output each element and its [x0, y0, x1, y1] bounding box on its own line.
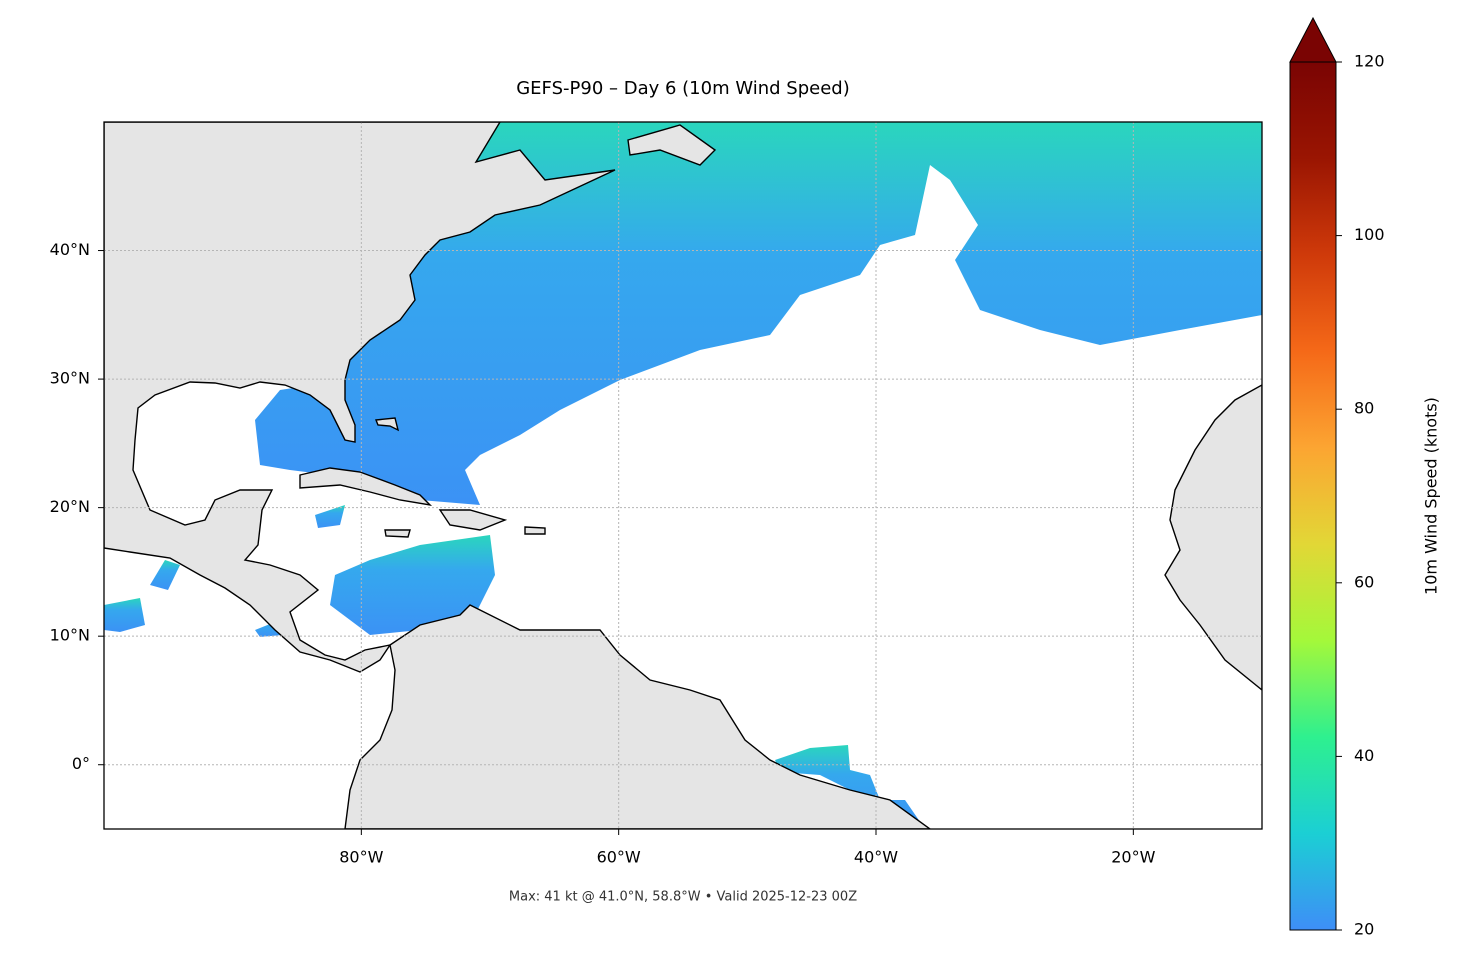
grid-lines	[104, 122, 1262, 829]
y-tick-label: 20°N	[50, 497, 90, 516]
y-tick-label: 10°N	[50, 626, 90, 645]
colorbar-extend	[1289, 16, 1337, 63]
chart-title: GEFS-P90 – Day 6 (10m Wind Speed)	[516, 78, 850, 99]
colorbar-tick-label: 100	[1354, 225, 1385, 244]
colorbar-tick-label: 120	[1354, 52, 1385, 71]
colorbar-tick-label: 40	[1354, 746, 1374, 765]
map-frame	[103, 121, 1263, 830]
footnote: Max: 41 kt @ 41.0°N, 58.8°W • Valid 2025…	[509, 890, 857, 905]
x-tick-label: 60°W	[597, 848, 641, 867]
x-tick-label: 20°W	[1111, 848, 1155, 867]
land	[104, 122, 1262, 829]
colorbar-label: 10m Wind Speed (knots)	[1422, 397, 1441, 595]
colorbar	[1289, 61, 1337, 931]
colorbar-tick-label: 60	[1354, 572, 1374, 591]
x-tick-label: 40°W	[854, 848, 898, 867]
x-tick-label: 80°W	[339, 848, 383, 867]
map-layers	[104, 122, 1262, 829]
colorbar-tick-label: 20	[1354, 920, 1374, 939]
y-tick-label: 0°	[72, 754, 90, 773]
colorbar-tick-label: 80	[1354, 399, 1374, 418]
y-tick-label: 30°N	[50, 369, 90, 388]
y-tick-label: 40°N	[50, 240, 90, 259]
